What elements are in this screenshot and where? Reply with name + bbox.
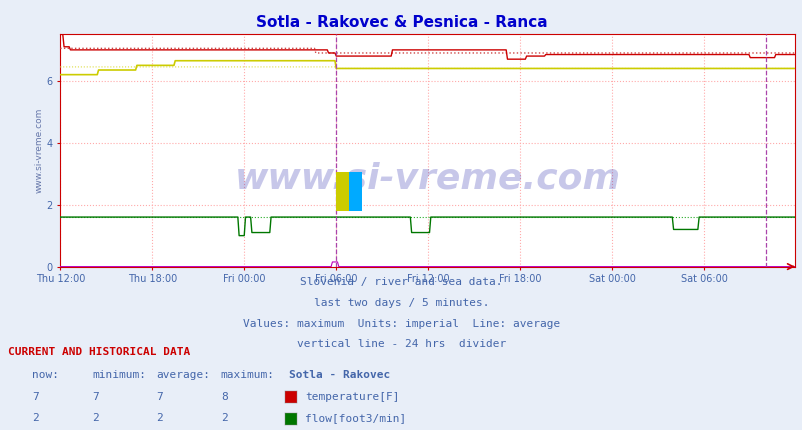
- Y-axis label: www.si-vreme.com: www.si-vreme.com: [34, 108, 43, 193]
- Text: 8: 8: [221, 392, 227, 402]
- Text: last two days / 5 minutes.: last two days / 5 minutes.: [314, 298, 488, 308]
- Text: vertical line - 24 hrs  divider: vertical line - 24 hrs divider: [297, 339, 505, 349]
- Text: 2: 2: [92, 413, 99, 424]
- Text: temperature[F]: temperature[F]: [305, 392, 399, 402]
- Text: 7: 7: [32, 392, 38, 402]
- Text: 7: 7: [92, 392, 99, 402]
- Text: 2: 2: [221, 413, 227, 424]
- Text: flow[foot3/min]: flow[foot3/min]: [305, 413, 406, 424]
- Text: Values: maximum  Units: imperial  Line: average: Values: maximum Units: imperial Line: av…: [242, 319, 560, 329]
- Text: CURRENT AND HISTORICAL DATA: CURRENT AND HISTORICAL DATA: [8, 347, 190, 357]
- Text: minimum:: minimum:: [92, 370, 146, 381]
- Text: Sotla - Rakovec & Pesnica - Ranca: Sotla - Rakovec & Pesnica - Ranca: [255, 15, 547, 30]
- Text: www.si-vreme.com: www.si-vreme.com: [234, 161, 620, 195]
- Text: maximum:: maximum:: [221, 370, 274, 381]
- Text: Slovenia / river and sea data.: Slovenia / river and sea data.: [300, 277, 502, 287]
- Text: 2: 2: [156, 413, 163, 424]
- Text: 7: 7: [156, 392, 163, 402]
- Text: Sotla - Rakovec: Sotla - Rakovec: [289, 370, 390, 381]
- Text: now:: now:: [32, 370, 59, 381]
- Text: 2: 2: [32, 413, 38, 424]
- Text: average:: average:: [156, 370, 210, 381]
